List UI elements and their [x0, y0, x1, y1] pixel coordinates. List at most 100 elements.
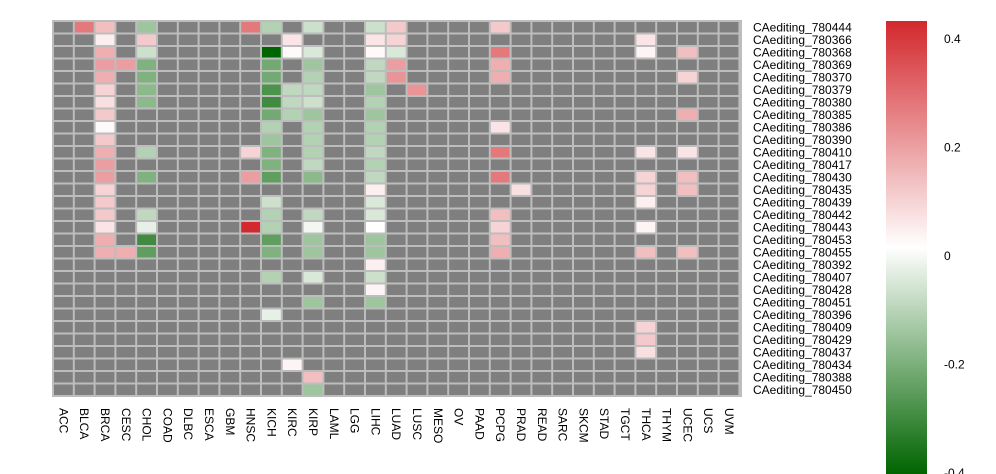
- heatmap-cell-empty: [199, 272, 219, 283]
- heatmap-cell-empty: [553, 322, 572, 333]
- heatmap-cell-empty: [262, 297, 281, 308]
- heatmap-cell-empty: [719, 97, 739, 108]
- heatmap-cell-empty: [407, 72, 427, 83]
- heatmap-cell: [303, 72, 323, 83]
- heatmap-cell-empty: [116, 297, 136, 308]
- heatmap-cell-empty: [178, 34, 198, 45]
- heatmap-cell-empty: [594, 259, 614, 270]
- heatmap-cell-empty: [428, 309, 448, 320]
- heatmap-cell: [407, 84, 427, 95]
- heatmap-cell-empty: [158, 59, 177, 70]
- heatmap-cell-empty: [657, 209, 676, 220]
- heatmap-cell-empty: [158, 109, 177, 120]
- heatmap-cell-empty: [574, 272, 593, 283]
- heatmap-cell-empty: [678, 122, 697, 133]
- heatmap-cell-empty: [470, 334, 489, 345]
- heatmap-cell-empty: [719, 184, 739, 195]
- heatmap-cell-empty: [158, 284, 177, 295]
- column-label: THCA: [639, 408, 653, 441]
- heatmap-cell-empty: [199, 347, 219, 358]
- heatmap-cell-empty: [282, 322, 302, 333]
- heatmap-cell-empty: [116, 47, 136, 58]
- heatmap-cell-empty: [241, 84, 260, 95]
- heatmap-cell: [95, 184, 115, 195]
- heatmap-cell-empty: [407, 172, 427, 183]
- heatmap-cell-empty: [158, 297, 177, 308]
- heatmap-cell-empty: [220, 297, 240, 308]
- heatmap-cell-empty: [428, 209, 448, 220]
- heatmap-cell-empty: [428, 259, 448, 270]
- heatmap-cell-empty: [594, 334, 614, 345]
- column-label: LGG: [348, 408, 362, 433]
- heatmap-cell-empty: [574, 309, 593, 320]
- heatmap-cell-empty: [615, 322, 635, 333]
- heatmap-cell-empty: [594, 84, 614, 95]
- heatmap-cell-empty: [282, 234, 302, 245]
- heatmap-cell-empty: [657, 47, 676, 58]
- heatmap-cell-empty: [116, 172, 136, 183]
- heatmap-cell-empty: [54, 172, 73, 183]
- heatmap-cell-empty: [324, 47, 344, 58]
- heatmap-cell: [678, 184, 697, 195]
- heatmap-cell-empty: [615, 197, 635, 208]
- heatmap-cell-empty: [449, 109, 468, 120]
- heatmap-cell-empty: [594, 372, 614, 383]
- heatmap-cell-empty: [698, 147, 718, 158]
- row-label: CAediting_780443: [753, 220, 852, 234]
- row-label: CAediting_780410: [753, 145, 852, 159]
- heatmap-cell-empty: [698, 234, 718, 245]
- heatmap-cell-empty: [678, 134, 697, 145]
- heatmap-cell-empty: [324, 272, 344, 283]
- heatmap-cell: [366, 209, 385, 220]
- heatmap-cell-empty: [594, 347, 614, 358]
- heatmap-cell-empty: [594, 122, 614, 133]
- heatmap-cell-empty: [303, 284, 323, 295]
- heatmap-cell-empty: [345, 197, 364, 208]
- heatmap-cell-empty: [303, 184, 323, 195]
- heatmap-cell-empty: [324, 197, 344, 208]
- heatmap-cell: [678, 172, 697, 183]
- column-label: READ: [535, 408, 549, 442]
- heatmap-cell-empty: [54, 272, 73, 283]
- column-label: KICH: [264, 408, 278, 437]
- heatmap-cell: [262, 272, 281, 283]
- heatmap-cell-empty: [137, 284, 156, 295]
- heatmap-cell-empty: [407, 122, 427, 133]
- heatmap-cell-empty: [698, 347, 718, 358]
- heatmap-cell-empty: [178, 209, 198, 220]
- heatmap-cell-empty: [178, 172, 198, 183]
- heatmap-cell-empty: [678, 209, 697, 220]
- heatmap-cell-empty: [470, 297, 489, 308]
- heatmap-cell-empty: [636, 359, 656, 370]
- heatmap-cell: [137, 59, 156, 70]
- heatmap-cell-empty: [698, 359, 718, 370]
- heatmap-cell-empty: [636, 209, 656, 220]
- legend-tick-label: 0.2: [944, 141, 961, 155]
- row-label: CAediting_780390: [753, 133, 852, 147]
- heatmap-cell-empty: [553, 147, 572, 158]
- heatmap-cell: [95, 209, 115, 220]
- heatmap-cell-empty: [282, 134, 302, 145]
- heatmap-cell-empty: [532, 109, 552, 120]
- heatmap-cell-empty: [657, 309, 676, 320]
- heatmap-cell-empty: [574, 147, 593, 158]
- heatmap-cell-empty: [553, 97, 572, 108]
- heatmap-cell-empty: [199, 297, 219, 308]
- heatmap-cell-empty: [698, 259, 718, 270]
- heatmap-cell-empty: [158, 159, 177, 170]
- heatmap-cell-empty: [449, 322, 468, 333]
- heatmap-cell-empty: [470, 109, 489, 120]
- heatmap-cell-empty: [345, 372, 364, 383]
- heatmap-cell-empty: [54, 72, 73, 83]
- heatmap-cell-empty: [178, 109, 198, 120]
- heatmap-cell: [241, 222, 260, 233]
- heatmap-cell: [95, 247, 115, 258]
- heatmap-cell-empty: [386, 234, 406, 245]
- heatmap-cell-empty: [345, 222, 364, 233]
- heatmap-cell-empty: [407, 234, 427, 245]
- heatmap-cell: [303, 372, 323, 383]
- heatmap-cell: [366, 34, 385, 45]
- heatmap-cell-empty: [657, 297, 676, 308]
- heatmap-cell: [137, 234, 156, 245]
- heatmap-cell-empty: [116, 22, 136, 33]
